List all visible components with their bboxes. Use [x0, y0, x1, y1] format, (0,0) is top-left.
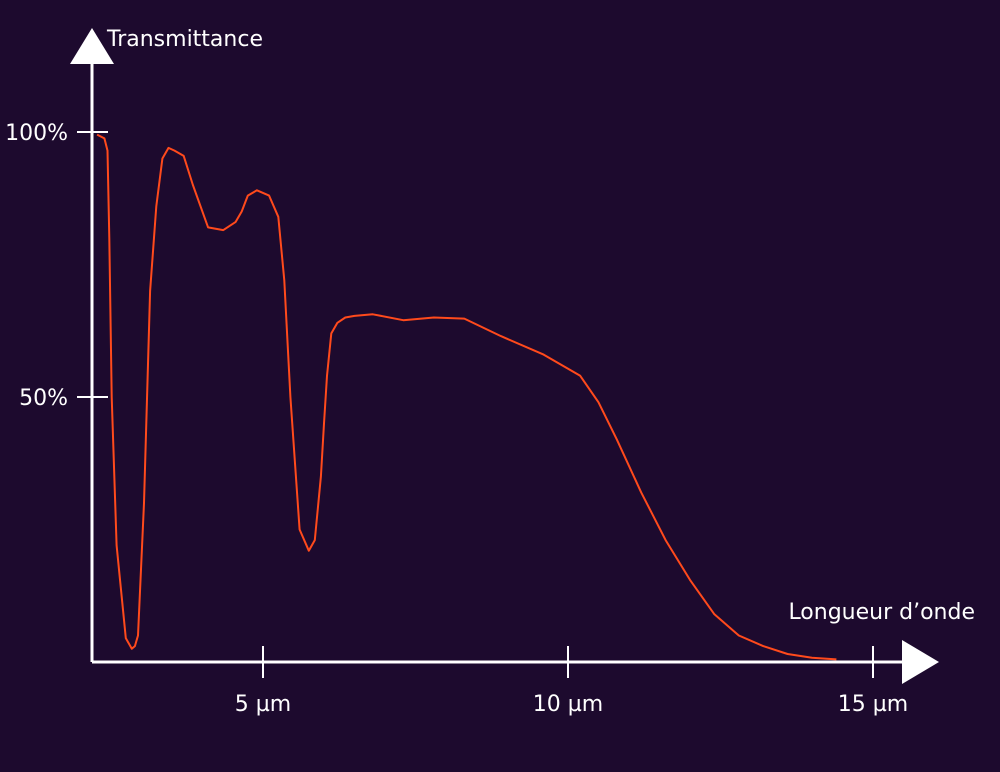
y-tick-label: 50% — [19, 386, 68, 411]
y-tick-label: 100% — [5, 121, 68, 146]
x-tick-label: 5 µm — [235, 692, 291, 717]
transmittance-series-line — [96, 133, 837, 661]
x-axis-label: Longueur d’onde — [788, 600, 975, 625]
x-axis-arrow-icon — [902, 640, 939, 684]
x-tick-label: 10 µm — [533, 692, 603, 717]
ticks — [77, 131, 874, 678]
y-axis-arrow-icon — [70, 28, 114, 64]
tick-labels: 5 µm 10 µm 15 µm 50% 100% — [5, 121, 908, 717]
y-axis-label: Transmittance — [106, 27, 263, 52]
x-tick-label: 15 µm — [838, 692, 908, 717]
axes — [70, 28, 939, 684]
